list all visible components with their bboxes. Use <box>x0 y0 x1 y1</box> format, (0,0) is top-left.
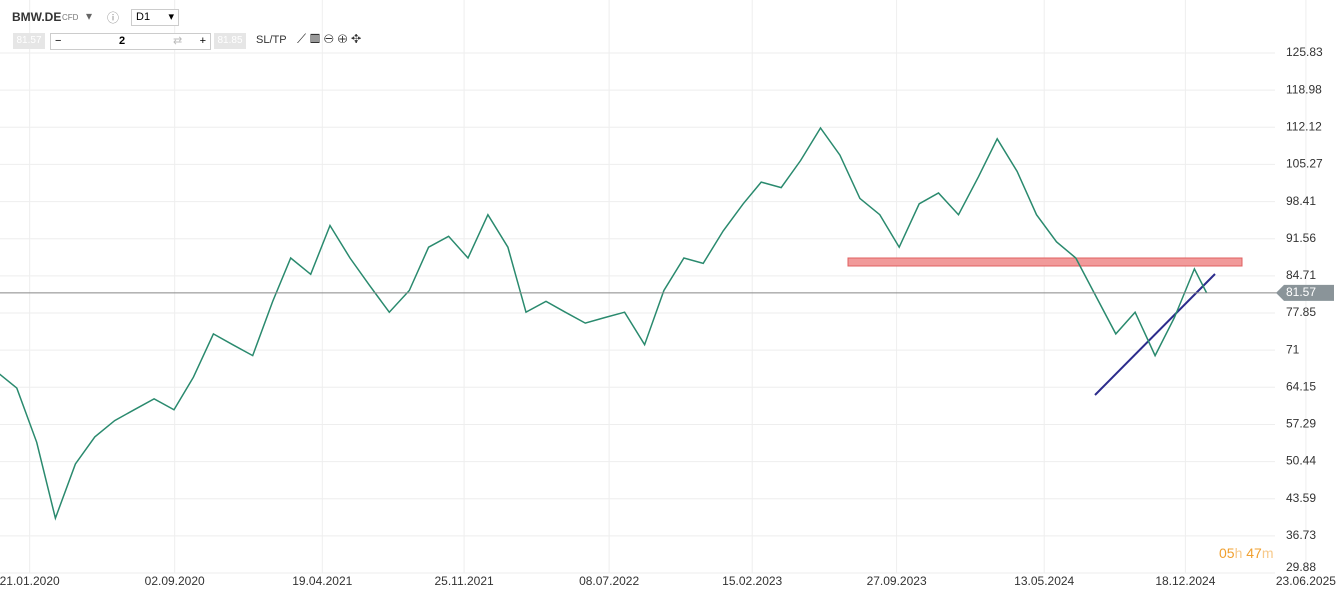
trend-line <box>1094 273 1216 396</box>
x-tick-label: 13.05.2024 <box>1014 574 1074 588</box>
x-tick-label: 27.09.2023 <box>867 574 927 588</box>
x-tick-label: 21.01.2020 <box>0 574 60 588</box>
quantity[interactable]: −2 ⇄ + <box>50 33 211 50</box>
info[interactable]: ⓘ <box>107 11 120 25</box>
x-tick-label: 15.02.2023 <box>722 574 782 588</box>
x-tick-label: 08.07.2022 <box>579 574 639 588</box>
buy-price[interactable]: 81.85 <box>214 33 246 49</box>
y-tick-label: 125.83 <box>1286 45 1323 59</box>
interval[interactable]: D1 ▾ <box>131 9 179 26</box>
y-tick-label: 43.59 <box>1286 491 1316 505</box>
y-tick-label: 57.29 <box>1286 417 1316 431</box>
y-tick-label: 105.27 <box>1286 157 1323 171</box>
cd-min: 47 <box>1246 545 1262 561</box>
y-tick-label: 91.56 <box>1286 231 1316 245</box>
sell-price[interactable]: 81.57 <box>13 33 45 49</box>
x-tick-label: 23.06.2025 <box>1276 574 1336 588</box>
resistance-zone <box>847 257 1243 267</box>
y-tick-label: 112.12 <box>1286 119 1322 133</box>
price-line <box>0 126 1208 521</box>
tool-icons[interactable]: ⟋ ▥ ⊖ ⊕ ✥ <box>297 31 362 46</box>
y-tick-label: 29.88 <box>1286 560 1316 574</box>
symbol[interactable]: BMW.DE <box>12 10 62 24</box>
cd-m: m <box>1261 545 1274 561</box>
last-price-label: 81.57 <box>1286 285 1316 299</box>
quantity-text: 2 <box>119 35 126 47</box>
y-tick-label: 98.41 <box>1286 194 1316 208</box>
cd-h: h <box>1234 545 1243 561</box>
y-tick-label: 36.73 <box>1286 528 1316 542</box>
y-tick-label: 84.71 <box>1286 268 1316 282</box>
y-tick-label: 118.98 <box>1286 82 1322 96</box>
y-tick-label: 50.44 <box>1286 454 1316 468</box>
last-price-tag <box>1276 284 1334 301</box>
x-tick-label: 02.09.2020 <box>145 574 205 588</box>
dropdown[interactable]: ▾ <box>86 9 93 23</box>
kind: CFD <box>62 13 79 22</box>
y-tick-label: 77.85 <box>1286 305 1316 319</box>
cd-hours: 05 <box>1219 545 1235 561</box>
interval-text: D1 <box>136 11 151 23</box>
x-tick-label: 18.12.2024 <box>1155 574 1215 588</box>
x-tick-label: 25.11.2021 <box>435 574 494 588</box>
sltp[interactable]: SL/TP <box>256 34 287 46</box>
countdown: 05h 47m <box>1219 545 1274 561</box>
y-tick-label: 71 <box>1286 342 1300 356</box>
y-tick-label: 64.15 <box>1286 379 1316 393</box>
x-tick-label: 19.04.2021 <box>292 574 352 588</box>
